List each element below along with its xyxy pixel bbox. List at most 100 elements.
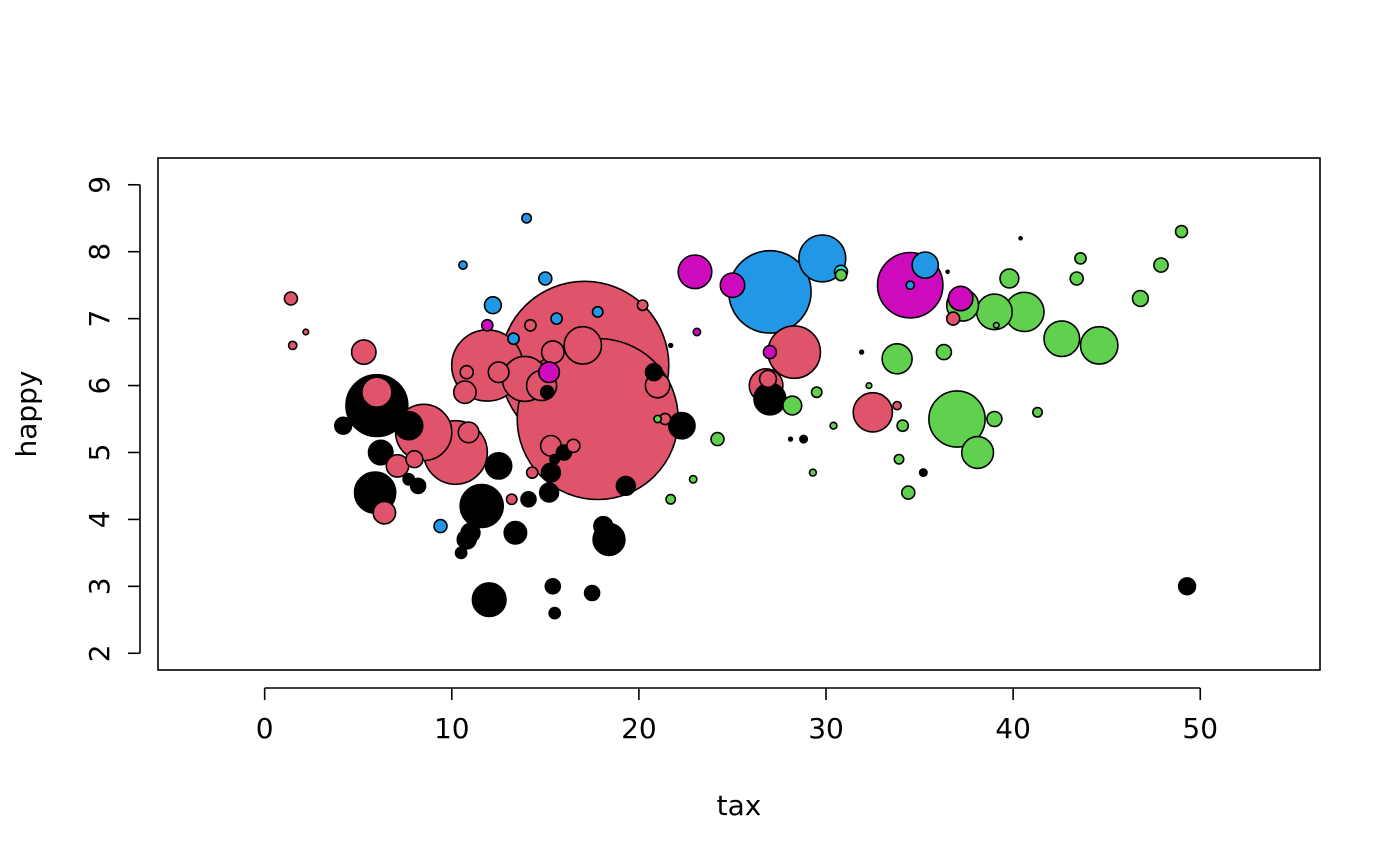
bubble-point xyxy=(636,299,649,312)
bubble-point xyxy=(524,318,537,332)
bubble-point xyxy=(521,212,533,224)
bubble-point xyxy=(865,382,873,390)
bubble-point xyxy=(505,493,518,506)
bubble-point xyxy=(405,450,424,469)
bubble-point xyxy=(986,410,1003,428)
bubble-point xyxy=(808,468,818,477)
x-axis: 0 10 20 30 40 50 xyxy=(256,687,1218,745)
bubble-point xyxy=(677,254,713,290)
bubble-point xyxy=(550,312,563,325)
bubble-point xyxy=(945,311,961,326)
bubble-point xyxy=(433,518,448,534)
y-tick-label: 9 xyxy=(83,176,116,194)
bubble-point xyxy=(787,436,794,442)
bubble-point xyxy=(283,291,299,306)
bubble-point xyxy=(539,384,555,400)
x-tick-label: 50 xyxy=(1182,712,1218,745)
y-tick-label: 6 xyxy=(83,377,116,395)
bubble-point xyxy=(480,318,494,332)
bubble-point xyxy=(593,515,614,537)
bubble-point xyxy=(893,453,905,465)
bubble-point xyxy=(782,395,803,416)
bubble-point xyxy=(688,474,698,484)
bubble-point xyxy=(458,260,468,270)
bubble-point xyxy=(999,268,1020,289)
bubble-point xyxy=(483,296,503,315)
x-tick-label: 20 xyxy=(621,712,657,745)
bubble-point xyxy=(1043,320,1081,358)
bubble-point xyxy=(302,328,310,336)
bubble-point xyxy=(503,520,528,545)
bubble-point xyxy=(881,342,913,375)
bubble-point xyxy=(905,280,916,291)
bubble-point xyxy=(928,390,986,448)
bubble-point xyxy=(852,391,894,433)
y-tick-label: 7 xyxy=(83,310,116,328)
bubble-point xyxy=(507,332,520,346)
bubble-point xyxy=(393,410,424,441)
y-tick-label: 2 xyxy=(83,644,116,662)
bubble-point xyxy=(334,416,353,435)
bubble-point xyxy=(615,475,636,497)
bubble-point xyxy=(1069,271,1084,286)
x-tick-label: 10 xyxy=(434,712,470,745)
bubble-point xyxy=(1131,289,1150,308)
bubble-point xyxy=(829,421,838,430)
bubble-point xyxy=(540,462,562,483)
bubble-point xyxy=(484,451,513,480)
bubble-point xyxy=(452,380,477,405)
x-tick-label: 30 xyxy=(808,712,844,745)
bubble-point xyxy=(947,285,974,312)
bubble-series xyxy=(283,212,1197,620)
bubble-point xyxy=(1153,257,1169,273)
bubble-point xyxy=(525,466,539,479)
bubble-point xyxy=(960,435,995,470)
bubble-point xyxy=(896,419,910,433)
bubble-point xyxy=(456,529,477,550)
bubble-point xyxy=(911,251,940,280)
x-axis-label: tax xyxy=(717,789,762,822)
y-axis-label: happy xyxy=(10,370,43,457)
bubble-point xyxy=(566,438,581,454)
bubble-point xyxy=(487,361,510,384)
plot-frame xyxy=(157,157,1321,671)
bubble-point xyxy=(762,344,778,360)
bubble-point xyxy=(758,369,778,389)
bubble-point xyxy=(544,577,562,595)
bubble-point xyxy=(799,434,809,444)
bubble-point xyxy=(692,327,702,337)
y-tick-label: 4 xyxy=(83,510,116,528)
y-tick-label: 8 xyxy=(83,243,116,261)
bubble-point xyxy=(457,421,480,444)
bubble-point xyxy=(520,490,537,508)
bubble-point xyxy=(834,268,848,282)
bubble-point xyxy=(372,500,397,525)
bubble-point xyxy=(1018,236,1023,241)
bubble-point xyxy=(892,400,902,411)
bubble-point xyxy=(350,339,377,366)
bubble-point xyxy=(540,340,565,365)
bubble-point xyxy=(361,376,393,409)
bubble-point xyxy=(563,325,603,365)
bubble-point xyxy=(665,493,677,505)
bubble-point xyxy=(668,411,696,440)
bubble-point xyxy=(667,342,674,349)
bubble-point xyxy=(549,453,561,465)
bubble-point xyxy=(537,361,561,384)
bubble-point xyxy=(918,468,928,478)
bubble-point xyxy=(1032,406,1044,418)
y-tick-label: 3 xyxy=(83,577,116,595)
bubble-point xyxy=(287,340,298,351)
bubble-point xyxy=(538,482,560,503)
bubble-point xyxy=(1174,224,1189,239)
bubble-point xyxy=(644,363,664,382)
bubble-point xyxy=(583,584,601,602)
bubble-point xyxy=(537,271,553,286)
y-axis: 2 3 4 5 6 7 8 9 xyxy=(83,176,141,662)
bubble-point xyxy=(459,483,505,529)
bubble-point xyxy=(710,431,725,447)
bubble-point xyxy=(992,321,1000,329)
x-tick-label: 40 xyxy=(995,712,1031,745)
bubble-point xyxy=(454,546,468,560)
